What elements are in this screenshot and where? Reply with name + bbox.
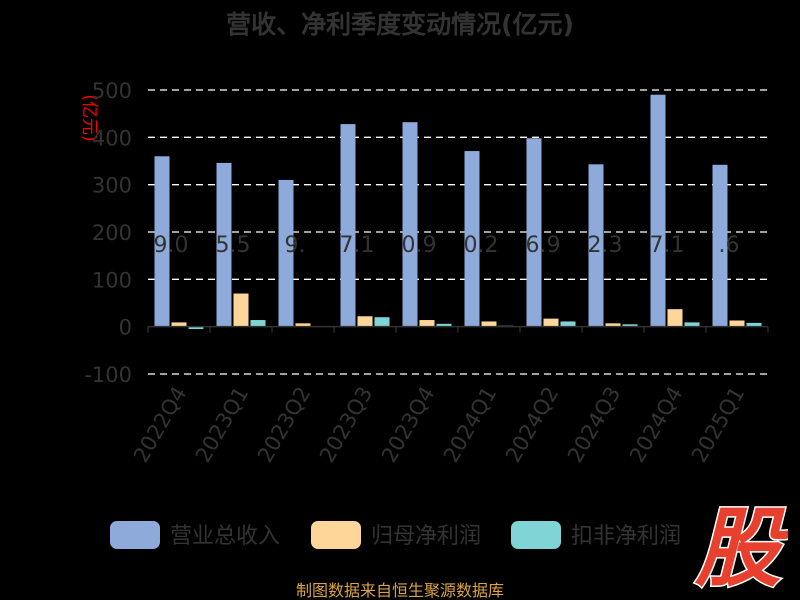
bar [188,326,204,330]
y-tick-label: 300 [92,174,132,198]
bar [171,322,187,327]
x-tick-label: 2024Q3 [563,383,625,467]
bars [154,94,762,330]
bar [560,321,576,327]
bar [605,323,621,327]
legend-label: 归母净利润 [371,524,481,549]
bar [374,317,390,327]
bar [436,323,452,327]
y-tick-label: 200 [92,221,132,245]
bar [419,320,435,327]
legend-swatch [110,521,160,549]
legend: 营业总收入 归母净利润 扣非净利润 [110,521,681,549]
x-tick-label: 2023Q3 [315,383,377,467]
bar [233,293,249,327]
logo-icon: 股 [693,500,789,592]
data-label: 2.3 [588,233,623,258]
bar [684,322,700,327]
x-tick-label: 2022Q4 [129,383,191,467]
bar [588,164,604,327]
data-labels: 9.0 5.5 9. 7.1 0.9 0.2 6.9 2.3 7.1 .6 [154,233,740,258]
y-axis-ticks: -100 0 100 200 300 400 500 [84,79,132,387]
bar [526,138,542,327]
source-note: 制图数据来自恒生聚源数据库 [296,581,504,600]
x-tick-label: 2025Q1 [687,383,749,467]
x-tick-label: 2023Q2 [253,383,315,467]
chart-title: 营收、净利季度变动情况(亿元) [226,10,574,39]
legend-label: 扣非净利润 [571,524,681,549]
y-tick-label: 400 [92,126,132,150]
data-label: 0.9 [402,233,437,258]
bar [729,320,745,327]
bar [402,122,418,327]
bar [650,94,666,327]
x-tick-label: 2023Q1 [191,383,253,467]
bar [464,151,480,327]
bar [340,124,356,327]
bar [622,324,638,327]
legend-swatch [511,521,561,549]
data-label: .6 [719,233,740,258]
data-label: 0.2 [464,233,499,258]
x-tick-label: 2024Q2 [501,383,563,467]
y-axis-unit-label: (亿元) [79,94,99,141]
bar [746,322,762,327]
bar [481,321,497,327]
data-label: 7.1 [650,233,685,258]
bar [154,156,170,327]
y-tick-label: 0 [119,316,132,340]
data-label: 5.5 [216,233,251,258]
legend-label: 营业总收入 [170,524,280,549]
logo-text: 股 [694,500,788,592]
bar [667,309,683,327]
bar [295,323,311,327]
bar [216,162,232,327]
legend-swatch [311,521,361,549]
bar [712,164,728,327]
data-label: 6.9 [526,233,561,258]
data-label: 7.1 [340,233,375,258]
data-label: 9.0 [154,233,189,258]
bar [250,320,266,327]
x-tick-label: 2024Q1 [439,383,501,467]
y-tick-label: 100 [92,268,132,292]
data-label: 9. [285,233,306,258]
y-tick-label: -100 [84,363,132,387]
x-tick-label: 2023Q4 [377,383,439,467]
x-axis: 2022Q4 2023Q1 2023Q2 2023Q3 2023Q4 2024Q1 2024… [129,325,769,467]
bar [357,316,373,327]
bar [543,318,559,327]
bar [278,179,294,327]
x-tick-label: 2024Q4 [625,383,687,467]
y-tick-label: 500 [92,79,132,103]
